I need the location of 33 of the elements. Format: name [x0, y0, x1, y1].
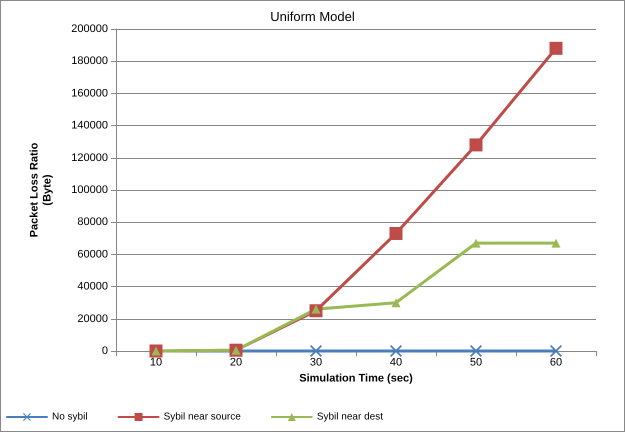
x-axis-title: Simulation Time (sec)	[299, 372, 414, 384]
point	[552, 238, 560, 248]
point	[392, 298, 400, 308]
y-tick-label: 0	[102, 345, 108, 357]
legend-label: Sybil near source	[164, 412, 242, 422]
chart-title: Uniform Model	[270, 9, 355, 24]
y-tick-label: 140000	[71, 120, 108, 132]
point	[472, 238, 480, 248]
y-tick-label: 20000	[77, 312, 108, 325]
point	[550, 345, 562, 357]
legend-label: No sybil	[52, 412, 88, 422]
y-tick-label: 40000	[77, 280, 108, 293]
point	[310, 345, 322, 357]
y-axis-title: Packet Loss Ratio (Byte)	[28, 142, 54, 238]
y-tick-label: 160000	[71, 87, 108, 100]
x-tick-label: 40	[390, 356, 402, 368]
point	[550, 42, 562, 55]
y-tick-label: 200000	[71, 23, 108, 35]
legend-label: Sybil near dest	[316, 412, 384, 422]
x-tick-label: 10	[150, 356, 162, 368]
y-tick-label: 120000	[71, 152, 108, 164]
x-tick-label: 20	[230, 356, 242, 368]
y-tick-label: 180000	[71, 55, 108, 68]
x-tick-label: 50	[470, 356, 482, 368]
y-tick-label: 60000	[77, 248, 108, 260]
y-tick-label: 100000	[71, 184, 108, 196]
point	[390, 226, 402, 240]
point	[470, 138, 482, 152]
y-tick-label: 80000	[77, 216, 108, 228]
x-tick-label: 30	[310, 356, 322, 368]
x-tick-label: 60	[550, 356, 562, 368]
point	[390, 345, 402, 357]
point	[470, 345, 482, 357]
